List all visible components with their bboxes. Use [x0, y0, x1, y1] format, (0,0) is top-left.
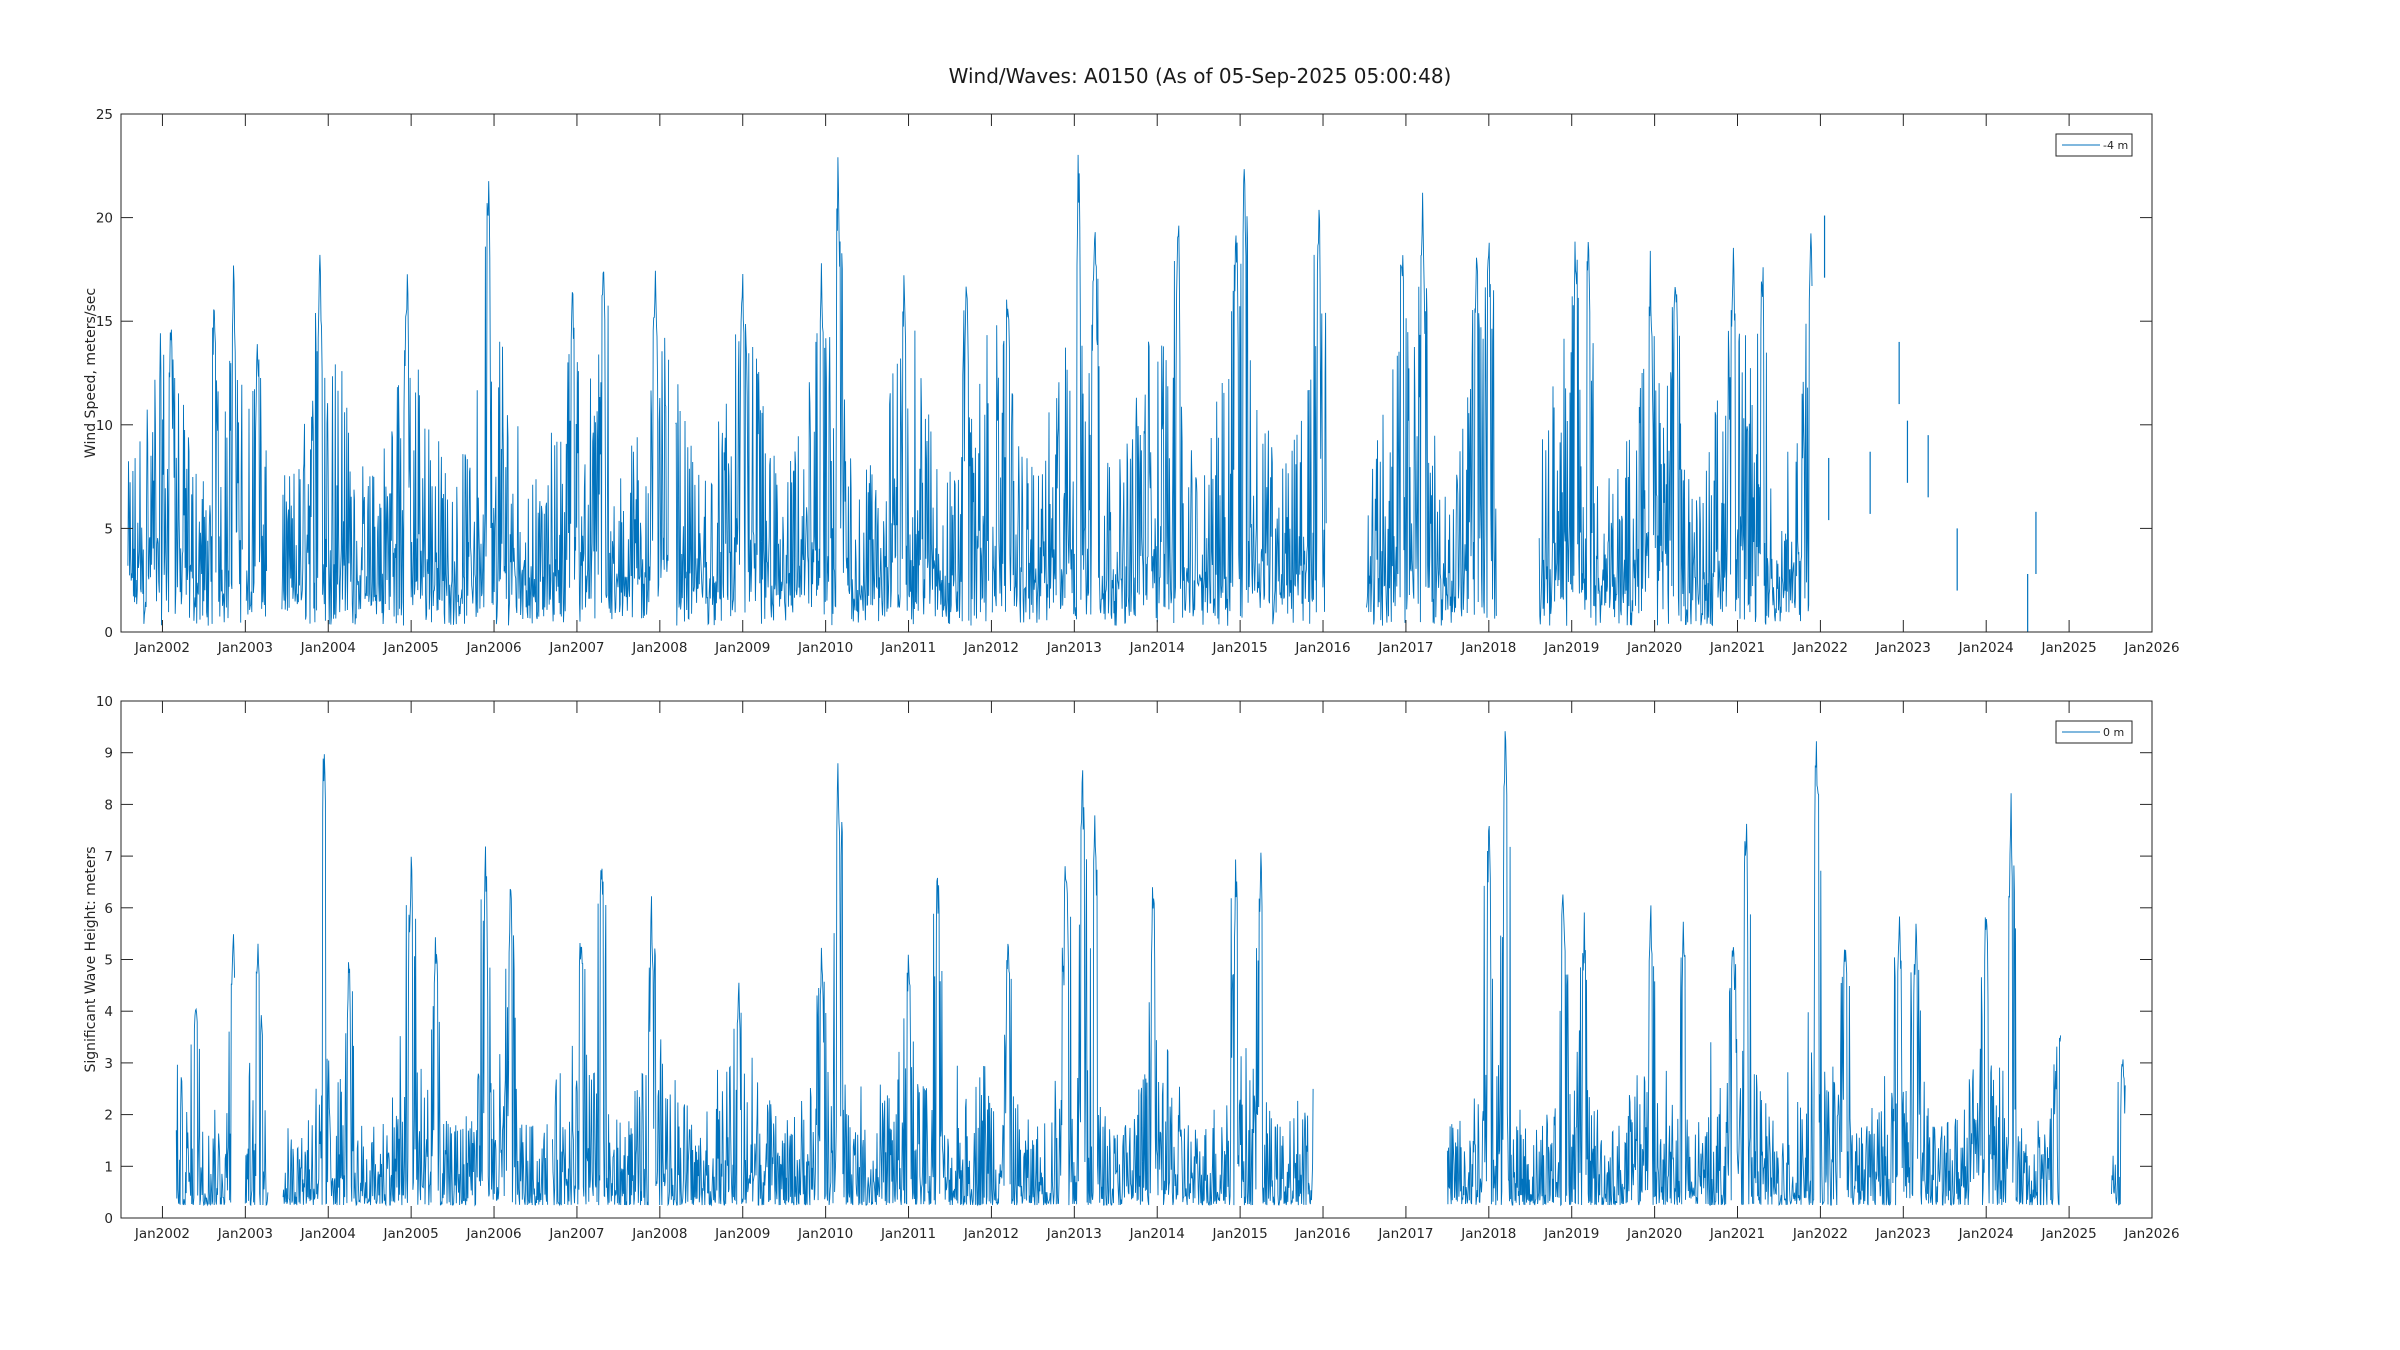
legend-label: -4 m [2103, 139, 2128, 152]
x-tick-label: Jan2014 [1129, 640, 1185, 656]
x-tick-label: Jan2022 [1792, 640, 1848, 656]
chart-panel-1: 0 5 10 15 20 25 Jan2002 Jan2003 Jan2004 Jan2005 Ja… [83, 107, 2180, 656]
x-tick-label: Jan2016 [1294, 1226, 1350, 1242]
x-tick-label: Jan2016 [1294, 640, 1350, 656]
x-tick-label: Jan2017 [1377, 1226, 1433, 1242]
series-line-segment-2 [245, 344, 268, 617]
y-tick-label: 5 [104, 521, 113, 537]
x-tick-label: Jan2014 [1129, 1226, 1185, 1242]
series-line-segment-1 [127, 265, 243, 626]
y-tick-label: 2 [104, 1108, 113, 1124]
x-tick-label: Jan2010 [797, 640, 853, 656]
series-0m [175, 731, 2126, 1207]
x-tick-label: Jan2023 [1875, 1226, 1931, 1242]
x-tick-label: Jan2013 [1046, 640, 1102, 656]
x-tick-label: Jan2019 [1543, 1226, 1599, 1242]
x-tick-label: Jan2024 [1958, 1226, 2014, 1242]
x-tick-label: Jan2017 [1377, 640, 1433, 656]
y-axis-label: Wind Speed, meters/sec [83, 288, 99, 458]
x-tick-label: Jan2025 [2041, 1226, 2097, 1242]
x-tick-label: Jan2007 [548, 640, 604, 656]
series-line-segment-3 [281, 181, 670, 626]
series-line-segment-6 [1366, 192, 1497, 626]
x-tick-label: Jan2008 [631, 1226, 687, 1242]
series-line-segment-3 [282, 754, 549, 1207]
y-tick-label: 7 [104, 849, 113, 865]
legend-label: 0 m [2103, 726, 2124, 739]
x-tick-label: Jan2024 [1958, 640, 2014, 656]
x-tick-label: Jan2012 [963, 1226, 1019, 1242]
x-tick-label: Jan2002 [134, 1226, 190, 1242]
x-tick-label: Jan2018 [1460, 1226, 1516, 1242]
x-tick-label: Jan2004 [300, 640, 356, 656]
series-line-segment-5 [991, 154, 1327, 626]
y-tick-label: 0 [104, 625, 113, 641]
y-tick-label: 25 [96, 107, 113, 123]
x-tick-label: Jan2011 [880, 640, 936, 656]
x-tick-label: Jan2006 [465, 1226, 521, 1242]
x-tick-label: Jan2010 [797, 1226, 853, 1242]
x-tick-label: Jan2003 [217, 640, 273, 656]
x-tick-label: Jan2004 [300, 1226, 356, 1242]
legend: -4 m [2055, 133, 2133, 157]
series-minus4m [127, 154, 2037, 632]
x-tick-label: Jan2008 [631, 640, 687, 656]
y-tick-label: 8 [104, 797, 113, 813]
x-tick-label: Jan2009 [714, 640, 770, 656]
x-tick-label: Jan2018 [1460, 640, 1516, 656]
x-tick-label: Jan2007 [548, 1226, 604, 1242]
y-tick-label: 0 [104, 1211, 113, 1227]
x-tick-label: Jan2005 [383, 1226, 439, 1242]
x-tick-label: Jan2021 [1709, 640, 1765, 656]
series-line-segment-1 [175, 934, 236, 1207]
y-tick-label: 5 [104, 953, 113, 969]
x-tick-label: Jan2020 [1626, 1226, 1682, 1242]
x-tick-label: Jan2006 [465, 640, 521, 656]
x-tick-label: Jan2025 [2041, 640, 2097, 656]
series-line-segment-2 [244, 943, 269, 1207]
series-line-segment-4 [675, 157, 990, 626]
y-tick-label: 10 [96, 418, 113, 434]
x-tick-label: Jan2020 [1626, 640, 1682, 656]
x-tick-label: Jan2026 [2123, 640, 2179, 656]
y-tick-label: 15 [96, 314, 113, 330]
series-line-segment-5 [1446, 731, 2062, 1207]
y-tick-label: 4 [104, 1004, 113, 1020]
y-tick-label: 3 [104, 1056, 113, 1072]
y-tick-label: 6 [104, 901, 113, 917]
series-line-segment-7 [1538, 233, 1813, 627]
axes-box [120, 113, 2153, 633]
x-tick-label: Jan2012 [963, 640, 1019, 656]
x-tick-label: Jan2022 [1792, 1226, 1848, 1242]
x-tick-label: Jan2015 [1212, 1226, 1268, 1242]
x-tick-label: Jan2026 [2123, 1226, 2179, 1242]
x-tick-label: Jan2015 [1212, 640, 1268, 656]
x-tick-label: Jan2003 [217, 1226, 273, 1242]
y-tick-label: 9 [104, 746, 113, 762]
y-tick-label: 10 [96, 694, 113, 710]
series-line-segment-4 [552, 763, 1314, 1207]
x-tick-label: Jan2002 [134, 640, 190, 656]
series-line-segment-6 [2111, 1059, 2126, 1206]
x-tick-label: Jan2013 [1046, 1226, 1102, 1242]
chart-panel-2: 0 1 2 3 4 5 6 7 8 9 10 Jan2002 Jan2003 Jan2004 Jan2005… [83, 694, 2180, 1242]
chart-title: Wind/Waves: A0150 (As of 05-Sep-2025 05:… [948, 64, 1452, 88]
x-tick-label: Jan2011 [880, 1226, 936, 1242]
y-tick-label: 20 [96, 211, 113, 227]
x-tick-label: Jan2019 [1543, 640, 1599, 656]
x-tick-label: Jan2005 [383, 640, 439, 656]
legend: 0 m [2055, 720, 2133, 744]
y-tick-label: 1 [104, 1159, 113, 1175]
y-axis-label: Significant Wave Height: meters [83, 846, 99, 1072]
x-tick-label: Jan2009 [714, 1226, 770, 1242]
x-tick-label: Jan2023 [1875, 640, 1931, 656]
x-tick-label: Jan2021 [1709, 1226, 1765, 1242]
